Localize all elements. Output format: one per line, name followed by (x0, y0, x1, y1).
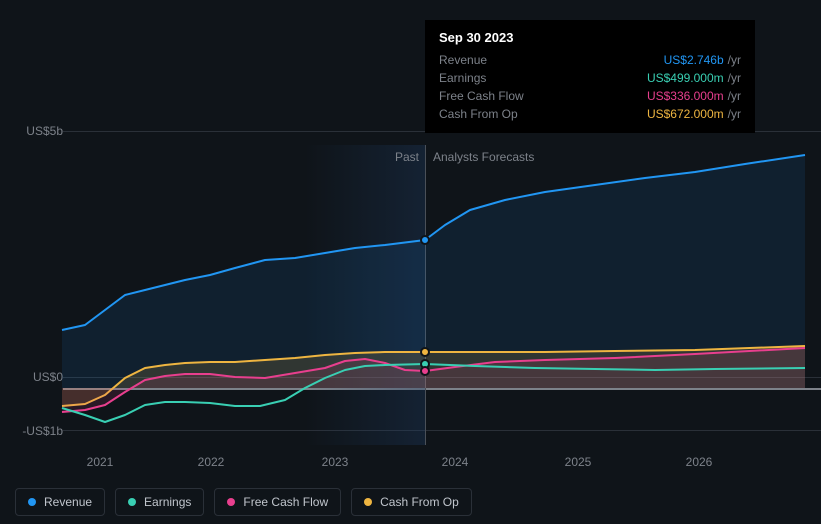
legend-item-label: Free Cash Flow (243, 495, 328, 509)
x-tick-label: 2026 (686, 455, 713, 469)
chart-legend: Revenue Earnings Free Cash Flow Cash Fro… (15, 488, 472, 516)
marker-cash_op[interactable] (420, 347, 430, 357)
legend-item-label: Earnings (144, 495, 191, 509)
x-tick-label: 2023 (322, 455, 349, 469)
legend-item-revenue[interactable]: Revenue (15, 488, 105, 516)
legend-item-label: Revenue (44, 495, 92, 509)
tooltip-row-label: Cash From Op (439, 107, 518, 121)
legend-dot-icon (128, 498, 136, 506)
x-tick-label: 2022 (198, 455, 225, 469)
tooltip-row-unit: /yr (728, 89, 741, 103)
legend-dot-icon (364, 498, 372, 506)
legend-dot-icon (227, 498, 235, 506)
x-tick-label: 2025 (565, 455, 592, 469)
tooltip-row: Free Cash Flow US$336.000m/yr (439, 87, 741, 105)
legend-item-fcf[interactable]: Free Cash Flow (214, 488, 341, 516)
tooltip-row-value: US$499.000m (647, 71, 724, 85)
tooltip-row: Cash From Op US$672.000m/yr (439, 105, 741, 123)
tooltip-row-unit: /yr (728, 71, 741, 85)
marker-fcf[interactable] (420, 366, 430, 376)
chart-tooltip: Sep 30 2023 Revenue US$2.746b/yr Earning… (425, 20, 755, 133)
tooltip-row: Revenue US$2.746b/yr (439, 51, 741, 69)
tooltip-row-label: Free Cash Flow (439, 89, 524, 103)
x-tick-label: 2021 (87, 455, 114, 469)
tooltip-row: Earnings US$499.000m/yr (439, 69, 741, 87)
tooltip-row-label: Revenue (439, 53, 487, 67)
tooltip-row-value: US$336.000m (647, 89, 724, 103)
tooltip-row-unit: /yr (728, 107, 741, 121)
tooltip-row-values: US$672.000m/yr (647, 107, 741, 121)
chart-container: US$5b US$0 -US$1b Past Analysts Forecast… (15, 0, 821, 480)
tooltip-date: Sep 30 2023 (439, 30, 741, 45)
legend-item-label: Cash From Op (380, 495, 459, 509)
tooltip-row-value: US$672.000m (647, 107, 724, 121)
legend-item-cashop[interactable]: Cash From Op (351, 488, 472, 516)
tooltip-row-values: US$499.000m/yr (647, 71, 741, 85)
tooltip-row-values: US$2.746b/yr (664, 53, 741, 67)
legend-item-earnings[interactable]: Earnings (115, 488, 204, 516)
tooltip-row-unit: /yr (728, 53, 741, 67)
tooltip-row-values: US$336.000m/yr (647, 89, 741, 103)
tooltip-row-value: US$2.746b (664, 53, 724, 67)
tooltip-row-label: Earnings (439, 71, 486, 85)
marker-revenue[interactable] (420, 235, 430, 245)
legend-dot-icon (28, 498, 36, 506)
x-tick-label: 2024 (442, 455, 469, 469)
